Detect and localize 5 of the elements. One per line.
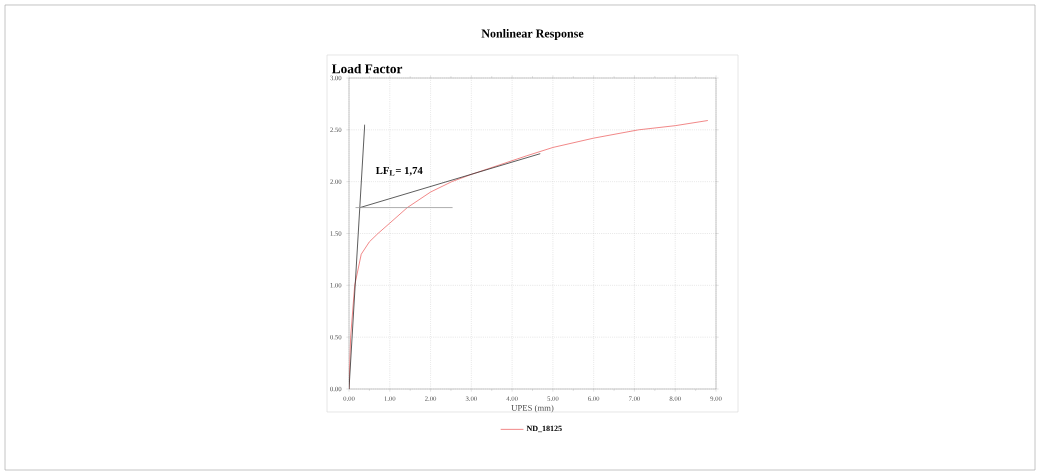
x-axis-title: UPES (mm) bbox=[511, 404, 554, 413]
annotation: LF$_{L}$= 1,74 bbox=[375, 166, 423, 176]
legend-label: ND_18125 bbox=[526, 425, 562, 433]
chart-title: Nonlinear Response bbox=[481, 29, 584, 40]
y-axis-title: Load Factor bbox=[331, 63, 403, 74]
